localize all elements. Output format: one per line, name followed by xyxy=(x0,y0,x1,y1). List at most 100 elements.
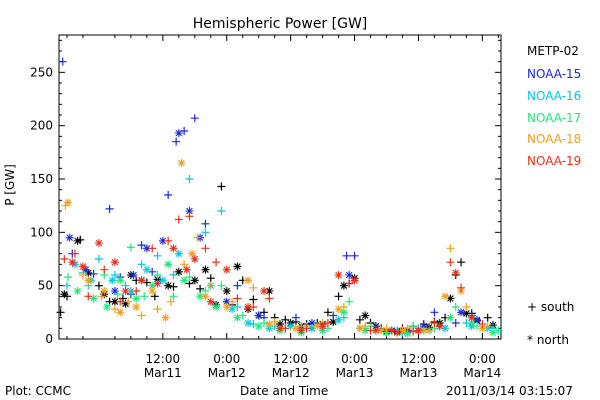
south-data-point xyxy=(185,175,194,183)
north-data-point xyxy=(148,287,157,295)
north-data-point xyxy=(276,324,284,333)
south-data-point xyxy=(190,114,199,123)
marker-legend-north: * north xyxy=(527,333,569,347)
south-data-point xyxy=(64,273,73,282)
north-data-point xyxy=(441,324,450,333)
south-data-point xyxy=(329,311,338,320)
north-data-point xyxy=(228,305,237,314)
south-data-point xyxy=(193,233,202,242)
south-data-point xyxy=(172,137,181,146)
south-data-point xyxy=(169,282,178,291)
north-data-point xyxy=(446,313,455,322)
north-data-point xyxy=(84,276,93,285)
x-tick-date-label: Mar13 xyxy=(399,366,437,380)
north-data-point xyxy=(398,326,407,335)
x-tick-time-label: 12:00 xyxy=(401,352,436,366)
legend-entry-metp-02: METP-02 xyxy=(527,44,579,58)
south-data-point xyxy=(206,274,215,283)
legend-entry-noaa-17: NOAA-17 xyxy=(527,111,582,125)
south-data-point xyxy=(116,297,125,306)
south-data-point xyxy=(153,271,162,279)
x-axis: 12:00Mar110:00Mar1212:00Mar120:00Mar1312… xyxy=(66,35,501,380)
south-data-point xyxy=(342,251,351,260)
north-data-point xyxy=(68,258,77,267)
x-tick-date-label: Mar14 xyxy=(463,366,501,380)
north-data-point xyxy=(382,328,391,337)
south-data-point xyxy=(281,315,290,324)
north-data-point xyxy=(116,276,125,285)
south-data-point xyxy=(233,281,242,290)
north-data-point xyxy=(110,287,119,295)
series-noaa-18 xyxy=(61,159,492,335)
north-data-point xyxy=(371,326,380,335)
south-data-point xyxy=(457,258,466,267)
north-data-point xyxy=(307,319,316,327)
south-data-point xyxy=(70,249,79,258)
south-data-point xyxy=(355,315,364,324)
south-data-point xyxy=(451,319,460,327)
north-data-point xyxy=(81,265,90,274)
north-data-point xyxy=(334,271,343,279)
south-data-point xyxy=(430,319,439,327)
south-data-point xyxy=(169,292,178,301)
north-data-point xyxy=(110,258,119,267)
south-data-point xyxy=(169,271,178,279)
north-data-point xyxy=(297,326,306,335)
chart-title: Hemispheric Power [GW] xyxy=(193,16,368,32)
marker-legend-south-label: south xyxy=(540,300,575,314)
y-tick-label: 50 xyxy=(38,279,53,293)
north-data-point xyxy=(435,322,444,331)
north-data-point xyxy=(190,276,199,285)
south-data-point xyxy=(206,281,215,290)
north-data-point xyxy=(233,313,242,322)
south-data-point xyxy=(228,297,237,306)
north-data-point xyxy=(318,326,327,335)
south-data-point xyxy=(265,294,274,303)
north-data-point xyxy=(126,287,135,295)
south-data-point xyxy=(462,303,471,311)
y-tick-label: 250 xyxy=(30,65,53,79)
north-data-point xyxy=(73,236,82,245)
south-data-point xyxy=(409,327,418,336)
south-data-point xyxy=(201,228,210,237)
south-data-point xyxy=(478,320,487,329)
south-data-point xyxy=(174,215,183,224)
north-data-point xyxy=(222,287,231,295)
south-data-point xyxy=(350,251,359,260)
north-data-point xyxy=(212,303,221,311)
north-data-point xyxy=(307,324,316,333)
south-data-point xyxy=(164,191,173,199)
north-data-point xyxy=(451,268,460,277)
south-data-point xyxy=(137,260,146,269)
north-data-point xyxy=(190,255,199,263)
north-data-point xyxy=(180,276,189,285)
north-data-point xyxy=(158,276,167,285)
south-data-point xyxy=(137,241,146,250)
north-data-point xyxy=(158,236,167,245)
x-tick-time-label: 12:00 xyxy=(146,352,181,366)
plot-frame xyxy=(58,34,502,340)
south-data-point xyxy=(110,305,119,314)
marker-legend-south: + south xyxy=(527,300,574,314)
north-data-point xyxy=(265,320,274,329)
north-data-point xyxy=(65,233,74,242)
x-axis-label: Date and Time xyxy=(240,384,329,398)
north-data-point xyxy=(222,297,231,306)
legend-entry-noaa-15: NOAA-15 xyxy=(527,67,582,81)
north-data-point xyxy=(121,287,130,295)
north-data-point xyxy=(108,276,117,285)
y-tick-label: 150 xyxy=(30,172,53,186)
north-data-point xyxy=(419,326,428,335)
north-data-point xyxy=(361,311,370,320)
south-data-point xyxy=(201,219,210,228)
north-data-point xyxy=(276,320,284,329)
south-data-point xyxy=(166,297,175,306)
plus-marker-icon: + xyxy=(527,300,538,314)
plot-timestamp: 2011/03/14 03:15:07 xyxy=(446,384,573,398)
north-data-point xyxy=(244,276,253,285)
south-data-point xyxy=(260,319,269,327)
south-data-point xyxy=(217,281,226,290)
x-tick-date-label: Mar12 xyxy=(272,366,310,380)
south-data-point xyxy=(345,297,354,306)
